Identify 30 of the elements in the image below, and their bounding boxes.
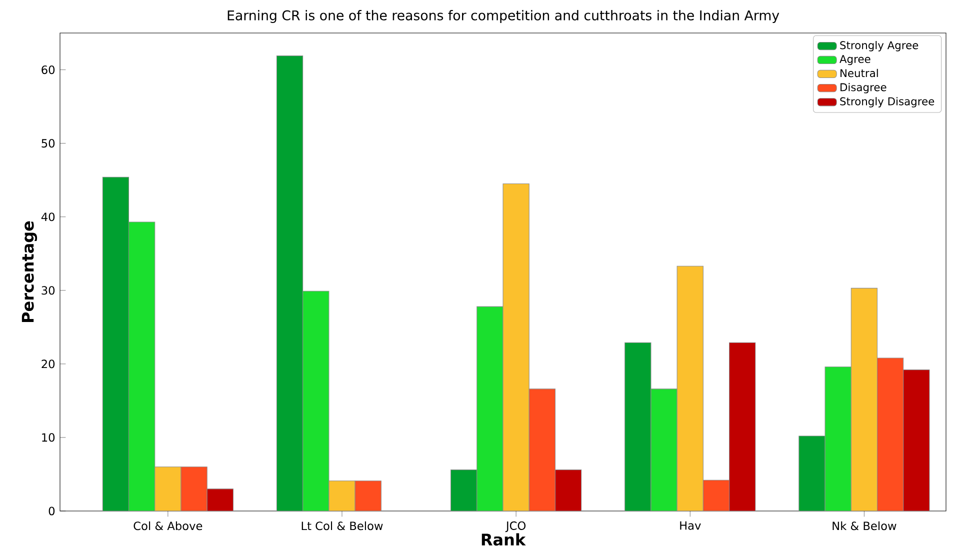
legend-label: Agree (840, 55, 870, 66)
bar (354, 480, 382, 511)
chart-title: Earning CR is one of the reasons for competition and cutthroats in the Indian Army (228, 10, 780, 23)
bar (650, 388, 678, 511)
y-tick-label: 40 (41, 212, 55, 222)
bar (876, 358, 904, 511)
x-tick-label: Hav (680, 521, 701, 530)
x-tick-label: Nk & Below (832, 521, 896, 530)
bar (824, 366, 852, 511)
y-axis-title: Percentage (22, 221, 38, 322)
y-tick-label: 0 (48, 506, 55, 516)
x-axis-title: Rank (482, 533, 526, 546)
legend-label: Disagree (840, 82, 886, 94)
legend-label: Strongly Disagree (840, 97, 934, 108)
y-tick-label: 60 (42, 65, 55, 74)
y-tick-label: 30 (42, 286, 55, 295)
legend-label: Strongly Agree (840, 40, 918, 52)
bar (180, 466, 208, 511)
bar (476, 306, 504, 511)
y-tick-label: 50 (42, 139, 55, 148)
bar (702, 480, 730, 511)
y-tick-label: 10 (42, 433, 55, 442)
x-tick-label: JCO (505, 521, 526, 532)
bar (528, 388, 556, 511)
y-tick-label: 20 (42, 360, 55, 368)
bar (128, 222, 156, 511)
x-tick-label: Lt Col & Below (302, 521, 383, 530)
bar (302, 290, 330, 511)
x-tick-label: Col & Above (134, 521, 202, 530)
legend-label: Neutral (840, 68, 878, 78)
